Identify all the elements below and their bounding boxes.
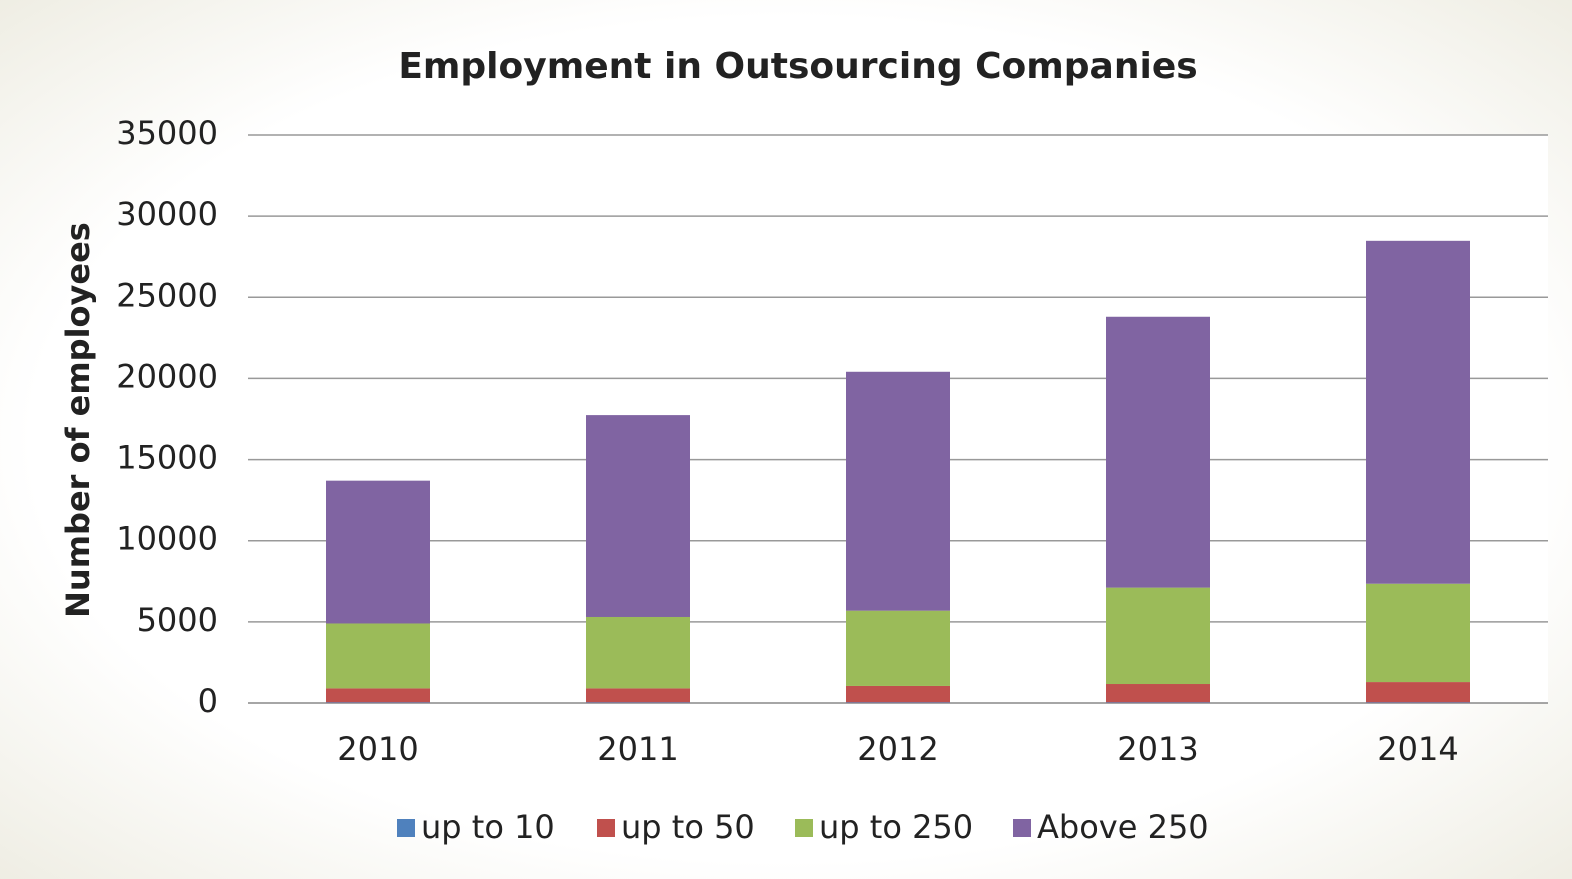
x-tick-label: 2014	[1377, 730, 1458, 768]
bar-segment	[846, 610, 950, 686]
bar-segment	[326, 688, 430, 703]
legend-label: up to 50	[621, 808, 755, 846]
legend-swatch	[397, 819, 415, 837]
bar-segment	[846, 371, 950, 611]
y-tick-label: 20000	[116, 357, 218, 395]
x-tick-label: 2011	[597, 730, 678, 768]
y-tick-label: 25000	[116, 276, 218, 314]
bar-segment	[326, 623, 430, 689]
y-axis-label: Number of employees	[59, 222, 97, 618]
y-tick-label: 15000	[116, 439, 218, 477]
legend-swatch	[597, 819, 615, 837]
legend-label: Above 250	[1037, 808, 1209, 846]
bar-segment	[1366, 240, 1470, 584]
bar-segment	[846, 702, 950, 703]
legend-swatch	[1013, 819, 1031, 837]
bar-segment	[1366, 682, 1470, 703]
x-tick-label: 2010	[337, 730, 418, 768]
bar-segment	[1106, 587, 1210, 685]
y-tick-label: 5000	[137, 601, 218, 639]
y-tick-label: 35000	[116, 114, 218, 152]
bar-segment	[846, 685, 950, 703]
x-tick-label: 2013	[1117, 730, 1198, 768]
legend-label: up to 250	[819, 808, 973, 846]
bar-segment	[1366, 583, 1470, 683]
chart-title: Employment in Outsourcing Companies	[398, 46, 1197, 87]
bar-segment	[586, 688, 690, 703]
bar-segment	[586, 415, 690, 617]
bar-segment	[586, 616, 690, 689]
y-tick-label: 10000	[116, 520, 218, 558]
legend-swatch	[795, 819, 813, 837]
bar-segment	[1106, 684, 1210, 703]
bar-segment	[586, 702, 690, 703]
x-tick-label: 2012	[857, 730, 938, 768]
y-tick-label: 30000	[116, 195, 218, 233]
bar-segment	[1106, 316, 1210, 588]
y-tick-label: 0	[198, 682, 218, 720]
bar-segment	[1366, 702, 1470, 703]
bar-segment	[1106, 702, 1210, 703]
bar-segment	[326, 480, 430, 624]
legend-label: up to 10	[421, 808, 555, 846]
bar-segment	[326, 702, 430, 703]
